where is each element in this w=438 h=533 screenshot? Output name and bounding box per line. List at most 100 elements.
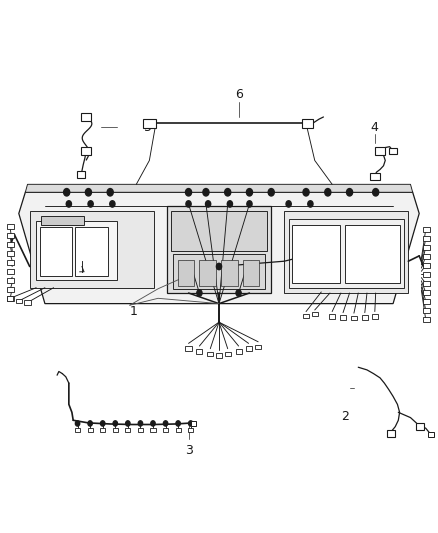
Bar [75,227,108,276]
FancyBboxPatch shape [143,119,156,127]
FancyBboxPatch shape [423,227,430,232]
FancyBboxPatch shape [423,290,430,295]
Text: 1: 1 [130,305,138,318]
Bar [173,254,265,289]
FancyBboxPatch shape [191,421,196,425]
FancyBboxPatch shape [207,352,213,357]
Bar [292,225,340,284]
FancyBboxPatch shape [7,296,14,302]
Circle shape [110,201,115,207]
FancyBboxPatch shape [150,427,155,432]
FancyBboxPatch shape [416,423,424,430]
Bar [167,206,271,293]
FancyBboxPatch shape [370,173,380,180]
Text: 3: 3 [184,444,192,457]
Bar [284,211,408,293]
FancyBboxPatch shape [312,312,318,317]
FancyBboxPatch shape [362,315,368,320]
Circle shape [85,189,92,196]
Circle shape [268,189,274,196]
FancyBboxPatch shape [255,345,261,350]
Polygon shape [19,192,419,304]
FancyBboxPatch shape [236,349,242,354]
Bar [221,260,238,286]
Circle shape [186,201,191,207]
FancyBboxPatch shape [163,427,168,432]
Circle shape [225,189,231,196]
Bar [345,225,399,284]
FancyBboxPatch shape [113,427,118,432]
Bar [36,221,117,280]
FancyBboxPatch shape [7,233,14,238]
Circle shape [236,290,241,296]
Circle shape [101,421,105,426]
FancyBboxPatch shape [77,171,85,177]
Circle shape [163,421,168,426]
FancyBboxPatch shape [428,432,434,437]
FancyBboxPatch shape [375,147,385,155]
FancyBboxPatch shape [423,245,430,250]
Circle shape [113,421,117,426]
FancyBboxPatch shape [81,147,91,155]
Circle shape [303,189,309,196]
FancyBboxPatch shape [340,315,346,320]
FancyBboxPatch shape [372,314,378,319]
Text: 6: 6 [235,88,243,101]
FancyBboxPatch shape [351,316,357,320]
Circle shape [88,201,93,207]
FancyBboxPatch shape [7,251,14,256]
FancyBboxPatch shape [7,242,14,247]
Circle shape [176,421,180,426]
Polygon shape [25,184,413,192]
FancyBboxPatch shape [7,260,14,265]
Bar [199,260,216,286]
FancyBboxPatch shape [15,298,22,303]
FancyBboxPatch shape [225,352,231,357]
Circle shape [126,421,130,426]
FancyBboxPatch shape [100,427,105,432]
FancyBboxPatch shape [196,349,202,354]
Circle shape [286,201,291,207]
FancyBboxPatch shape [125,427,131,432]
FancyBboxPatch shape [75,427,80,432]
FancyBboxPatch shape [185,346,191,351]
FancyBboxPatch shape [216,353,222,358]
Circle shape [205,201,211,207]
Circle shape [188,421,193,426]
Bar [41,216,84,225]
Circle shape [325,189,331,196]
FancyBboxPatch shape [7,278,14,284]
FancyBboxPatch shape [7,269,14,274]
Circle shape [346,189,353,196]
Circle shape [308,201,313,207]
FancyBboxPatch shape [423,317,430,322]
Circle shape [88,421,92,426]
FancyBboxPatch shape [303,314,309,318]
Circle shape [247,189,253,196]
FancyBboxPatch shape [138,427,143,432]
Bar [40,227,72,276]
FancyBboxPatch shape [7,287,14,293]
Circle shape [66,201,71,207]
FancyBboxPatch shape [24,300,31,305]
Bar [178,260,194,286]
FancyBboxPatch shape [188,427,193,432]
FancyBboxPatch shape [81,114,91,120]
Circle shape [373,189,379,196]
Circle shape [247,201,252,207]
FancyBboxPatch shape [423,281,430,286]
FancyBboxPatch shape [176,427,181,432]
Circle shape [216,263,222,270]
FancyBboxPatch shape [423,254,430,259]
FancyBboxPatch shape [387,430,395,437]
Text: 4: 4 [371,121,379,134]
Circle shape [197,290,202,296]
FancyBboxPatch shape [7,296,13,301]
FancyBboxPatch shape [329,314,335,319]
Circle shape [138,421,143,426]
FancyBboxPatch shape [246,346,252,351]
FancyBboxPatch shape [7,224,14,229]
Circle shape [203,189,209,196]
Circle shape [151,421,155,426]
FancyBboxPatch shape [423,299,430,304]
